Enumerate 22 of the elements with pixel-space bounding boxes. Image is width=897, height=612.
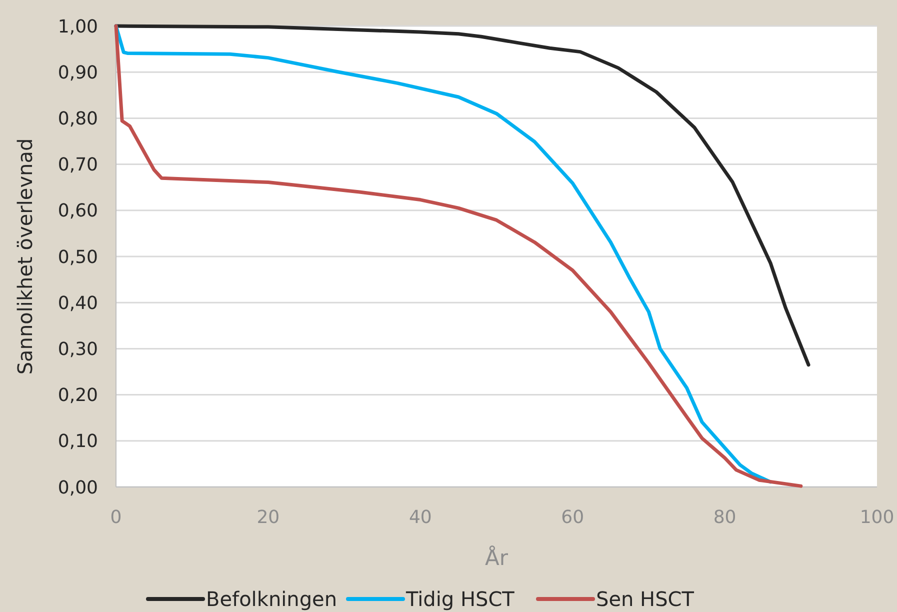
y-tick-label: 0,10 <box>58 431 98 452</box>
x-tick-label: 40 <box>408 507 432 528</box>
x-tick-label: 20 <box>256 507 280 528</box>
y-tick-label: 0,20 <box>58 385 98 406</box>
y-tick-label: 0,00 <box>58 477 98 498</box>
y-tick-label: 0,30 <box>58 339 98 360</box>
y-tick-label: 1,00 <box>58 16 98 38</box>
legend-label: Befolkningen <box>206 587 338 611</box>
y-axis-title: Sannolikhet överlevnad <box>13 138 37 375</box>
y-tick-label: 0,60 <box>58 200 98 222</box>
legend-label: Tidig HSCT <box>405 587 516 611</box>
y-tick-label: 0,50 <box>58 246 98 268</box>
x-axis-title: År <box>485 545 508 570</box>
y-tick-label: 0,80 <box>58 108 98 130</box>
x-tick-label: 80 <box>713 507 736 528</box>
x-tick-label: 60 <box>561 507 584 528</box>
y-tick-label: 0,90 <box>58 62 98 84</box>
y-tick-label: 0,70 <box>58 154 98 176</box>
legend-label: Sen HSCT <box>596 587 695 611</box>
y-tick-label: 0,40 <box>58 292 98 314</box>
x-tick-label: 100 <box>860 507 894 528</box>
x-tick-label: 0 <box>110 507 122 528</box>
